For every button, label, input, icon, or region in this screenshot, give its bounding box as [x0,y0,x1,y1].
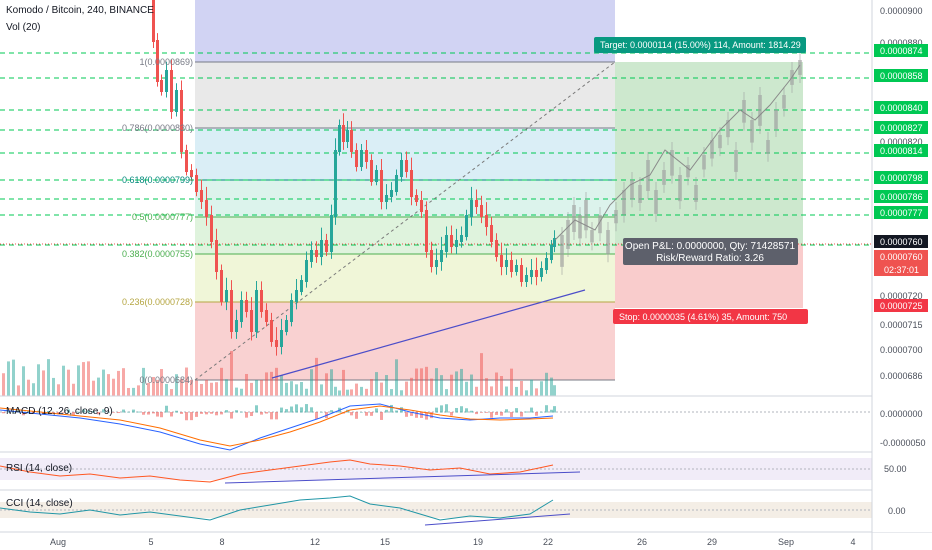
price-label: 0.0000760 [880,252,923,262]
time-axis[interactable]: Aug 5 8 12 15 19 22 26 29 Sep 4 [50,537,856,547]
macd-label: MACD (12, 26, close, 9) [6,406,113,417]
volume-bars [2,350,556,396]
risk-reward-text: Risk/Reward Ratio: 3.26 [656,253,764,264]
fib-zone-extension [195,0,615,62]
price-label: 0.0000820 [880,137,923,147]
time-label: 19 [473,537,483,547]
time-label: 29 [707,537,717,547]
price-badge [874,144,928,157]
price-badge [874,171,928,184]
target-text: Target: 0.0000114 (15.00%) 114, Amount: … [600,40,801,50]
fib-level-label: 0.5(0.0000777) [132,212,193,222]
price-label: 0.0000686 [880,371,923,381]
time-label: Sep [778,537,794,547]
fib-level-label: 0.786(0.0000830) [122,123,193,133]
fib-level-label: 0.382(0.0000755) [122,249,193,259]
time-label: 15 [380,537,390,547]
price-badge [874,190,928,203]
fib-level-label: 1(0.0000869) [139,57,193,67]
time-label: 8 [219,537,224,547]
price-badge [874,44,928,57]
time-label: 12 [310,537,320,547]
price-label: 0.0000777 [880,208,923,218]
cci-pane[interactable]: CCI (14, close) [0,495,872,526]
price-label: 0.0000786 [880,192,923,202]
price-label: 0.0000720 [880,291,923,301]
price-label: 0.0000725 [880,301,923,311]
fib-zone-0786-0618 [195,128,615,180]
time-label: Aug [50,537,66,547]
position-target-zone [615,62,803,244]
price-badge [874,250,928,263]
price-badge [874,206,928,219]
fib-trend-line[interactable] [194,61,616,381]
price-badge [874,121,928,134]
price-label: 0.0000827 [880,123,923,133]
price-label: 0.0000715 [880,320,923,330]
price-label: 0.0000858 [880,71,923,81]
countdown-badge [874,263,928,276]
cci-axis-label: 0.00 [888,506,906,516]
price-badge [874,299,928,312]
projection-path[interactable] [554,64,801,241]
macd-pane[interactable]: MACD (12, 26, close, 9) [0,403,872,451]
rsi-pane[interactable]: RSI (14, close) [0,458,872,484]
time-label: 22 [543,537,553,547]
fib-level-label: 0.618(0.0000799) [122,175,193,185]
volume-label[interactable]: Vol (20) [6,22,40,33]
macd-axis-zero: 0.0000000 [880,409,923,419]
target-label[interactable]: Target: 0.0000114 (15.00%) 114, Amount: … [594,37,806,53]
rsi-axis-label: 50.00 [884,464,907,474]
price-label: 0.0000874 [880,46,923,56]
fib-zone-05-0382 [195,217,615,254]
stop-label[interactable]: Stop: 0.0000035 (4.61%) 35, Amount: 750 [613,309,808,324]
horizontal-levels[interactable] [0,52,872,246]
price-badge [874,101,928,114]
countdown-label: 02:37:01 [884,265,919,275]
symbol-title[interactable]: Komodo / Bitcoin, 240, BINANCE [6,5,154,16]
price-label: 0.0000760 [880,237,923,247]
price-badge [874,69,928,82]
cci-label: CCI (14, close) [6,498,73,509]
stop-text: Stop: 0.0000035 (4.61%) 35, Amount: 750 [619,312,787,322]
pl-label[interactable]: Open P&L: 0.0000000, Qty: 71428571 Risk/… [623,238,798,265]
macd-axis-neg: -0.0000050 [880,438,926,448]
price-label: 0.0000700 [880,345,923,355]
price-label: 0.0000840 [880,103,923,113]
fib-zone-1-0786 [195,62,615,128]
price-label: 0.0000814 [880,146,923,156]
rsi-label: RSI (14, close) [6,463,72,474]
price-label: 0.0000900 [880,6,923,16]
support-trendline[interactable] [271,289,586,379]
time-label: 5 [148,537,153,547]
fib-level-label: 0.236(0.0000728) [122,297,193,307]
time-label: 26 [637,537,647,547]
price-badge [874,235,928,248]
projected-candles [560,52,802,275]
time-label: 4 [850,537,855,547]
candles [152,0,556,356]
price-label: 0.0000880 [880,38,923,48]
price-label: 0.0000798 [880,173,923,183]
open-pl-text: Open P&L: 0.0000000, Qty: 71428571 [625,241,796,252]
fib-level-label: 0(0.0000684) [139,375,193,385]
